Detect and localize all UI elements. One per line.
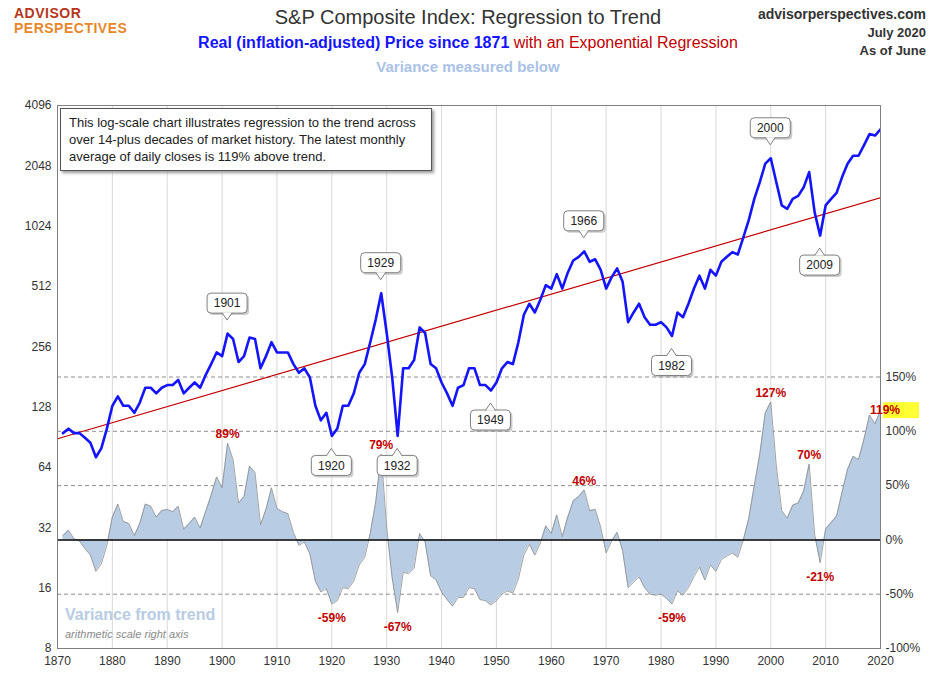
svg-text:-59%: -59% — [318, 611, 346, 625]
html-text:Variance measured below: Variance measured below — [376, 58, 560, 75]
svg-text:-50%: -50% — [886, 587, 914, 601]
svg-text:2009: 2009 — [806, 258, 833, 272]
html-text:PERSPECTIVES: PERSPECTIVES — [14, 20, 128, 36]
svg-text:16: 16 — [38, 581, 52, 595]
html-text:As of June: As of June — [859, 43, 926, 58]
svg-text:1980: 1980 — [648, 654, 675, 668]
svg-text:150%: 150% — [886, 370, 917, 384]
svg-text:32: 32 — [38, 521, 52, 535]
svg-text:1982: 1982 — [658, 359, 685, 373]
svg-text:1949: 1949 — [477, 413, 504, 427]
svg-text:-67%: -67% — [384, 620, 412, 634]
svg-text:1880: 1880 — [99, 654, 126, 668]
svg-text:127%: 127% — [755, 386, 786, 400]
svg-text:-59%: -59% — [658, 611, 686, 625]
html-text:arithmetic scale right axis: arithmetic scale right axis — [65, 628, 189, 640]
svg-text:2000: 2000 — [757, 654, 784, 668]
svg-text:46%: 46% — [572, 474, 596, 488]
svg-text:128: 128 — [31, 400, 51, 414]
svg-text:79%: 79% — [369, 438, 393, 452]
svg-text:-21%: -21% — [806, 570, 834, 584]
svg-text:2048: 2048 — [25, 159, 52, 173]
svg-text:1870: 1870 — [44, 654, 71, 668]
svg-text:8: 8 — [44, 641, 52, 656]
svg-text:70%: 70% — [797, 448, 821, 462]
svg-text:1920: 1920 — [318, 654, 345, 668]
svg-text:0%: 0% — [886, 533, 904, 547]
svg-text:512: 512 — [31, 279, 51, 293]
svg-text:2010: 2010 — [812, 654, 839, 668]
svg-text:1024: 1024 — [25, 219, 52, 233]
svg-text:1900: 1900 — [209, 654, 236, 668]
svg-text:1920: 1920 — [318, 459, 345, 473]
html-text:S&P Composite Index: Regressio: S&P Composite Index: Regression to Trend — [274, 6, 662, 28]
svg-text:2000: 2000 — [757, 121, 784, 135]
html-text:Real (inflation-adjusted) Pric: Real (inflation-adjusted) Price since 18… — [198, 34, 738, 51]
svg-text:1990: 1990 — [703, 654, 730, 668]
svg-text:256: 256 — [31, 340, 51, 354]
svg-text:1910: 1910 — [264, 654, 291, 668]
svg-text:1932: 1932 — [384, 459, 411, 473]
html-text:Variance from trend: Variance from trend — [65, 606, 216, 623]
svg-text:119%: 119% — [870, 403, 900, 417]
svg-text:1970: 1970 — [593, 654, 620, 668]
svg-text:-100%: -100% — [885, 641, 921, 656]
svg-text:1940: 1940 — [428, 654, 455, 668]
svg-text:1960: 1960 — [538, 654, 565, 668]
html-text:advisorperspectives.com: advisorperspectives.com — [757, 6, 926, 22]
svg-text:1950: 1950 — [483, 654, 510, 668]
svg-text:1901: 1901 — [214, 296, 241, 310]
svg-text:2020: 2020 — [867, 654, 894, 668]
svg-text:1930: 1930 — [373, 654, 400, 668]
svg-text:4096: 4096 — [25, 98, 52, 112]
svg-text:1890: 1890 — [154, 654, 181, 668]
svg-text:1966: 1966 — [570, 214, 597, 228]
svg-text:89%: 89% — [216, 427, 240, 441]
svg-text:50%: 50% — [886, 478, 910, 492]
html-text:July 2020: July 2020 — [867, 25, 926, 40]
svg-text:100%: 100% — [886, 424, 917, 438]
svg-text:64: 64 — [38, 460, 52, 474]
svg-text:1929: 1929 — [367, 256, 394, 270]
html-text:ADVISOR: ADVISOR — [14, 5, 82, 21]
html-text:This log-scale chart illustrat: This log-scale chart illustrates regress… — [69, 115, 416, 164]
